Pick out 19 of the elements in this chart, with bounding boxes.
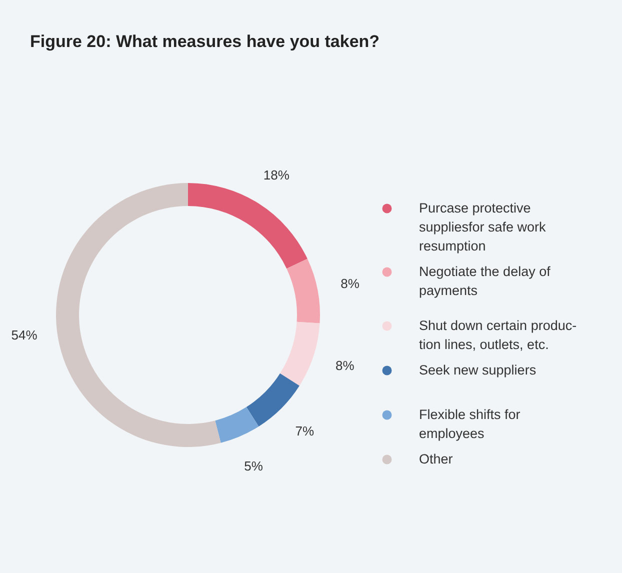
donut-slice	[188, 183, 308, 269]
data-label: 8%	[340, 276, 360, 292]
donut-slice	[286, 258, 320, 324]
legend-label: Negotiate the delay of payments	[419, 264, 551, 298]
legend-label: Other	[419, 452, 454, 466]
chart-title: Figure 20: What measures have you taken?	[30, 32, 380, 51]
donut-slice	[246, 373, 300, 426]
legend-label: Seek new suppliers	[419, 362, 536, 378]
legend-label: Flexible shifts for employees	[419, 407, 521, 441]
data-label: 54%	[11, 328, 38, 343]
data-label: 7%	[295, 424, 315, 439]
donut-slice	[280, 322, 320, 386]
legend-label: Purcase protective suppliesfor safe work resumption	[419, 200, 546, 254]
data-label: 5%	[244, 458, 264, 474]
data-label: 18%	[263, 168, 290, 183]
donut-slice	[215, 407, 259, 443]
legend-label: Shut down certain produc- tion lines, outlets, etc.	[419, 318, 577, 352]
data-label: 8%	[336, 358, 355, 373]
donut-slice	[56, 183, 221, 447]
